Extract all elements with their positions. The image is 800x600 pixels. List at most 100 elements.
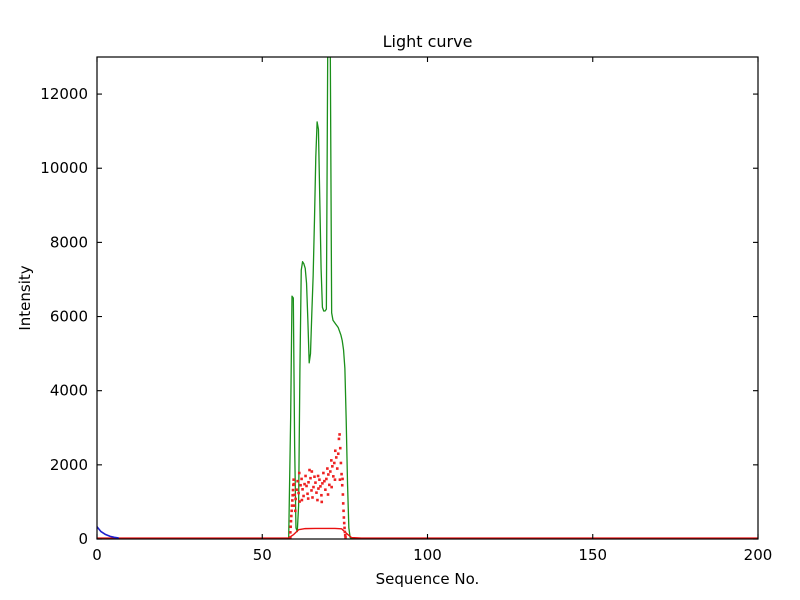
x-tick-label: 100 — [413, 546, 442, 564]
scatter-point — [344, 535, 347, 539]
scatter-point — [313, 475, 316, 479]
scatter-point — [300, 498, 304, 502]
scatter-point — [298, 500, 301, 503]
scatter-point — [307, 480, 310, 484]
scatter-point — [342, 509, 345, 513]
scatter-point — [315, 491, 318, 494]
scatter-point — [291, 488, 295, 492]
scatter-point — [342, 516, 346, 519]
y-axis-label: Intensity — [16, 265, 34, 330]
scatter-point — [290, 514, 293, 518]
scatter-point — [299, 483, 302, 487]
scatter-point — [339, 461, 343, 465]
scatter-red-dotted-scatter — [289, 433, 347, 539]
scatter-point — [341, 477, 344, 481]
scatter-point — [318, 478, 321, 481]
scatter-point — [326, 467, 329, 470]
scatter-point — [300, 477, 303, 481]
chart-title: Light curve — [383, 32, 473, 51]
scatter-point — [337, 437, 341, 441]
scatter-point — [289, 519, 293, 523]
scatter-point — [296, 479, 299, 483]
scatter-point — [304, 474, 307, 478]
scatter-point — [325, 477, 328, 481]
scatter-point — [343, 526, 346, 530]
scatter-point — [289, 536, 292, 539]
scatter-point — [289, 525, 292, 529]
scatter-point — [341, 493, 345, 496]
x-tick-label: 150 — [578, 546, 607, 564]
scatter-point — [330, 485, 333, 489]
scatter-point — [334, 456, 338, 459]
scatter-point — [322, 471, 325, 475]
scatter-point — [342, 521, 346, 525]
scatter-point — [331, 465, 334, 468]
y-tick-label: 8000 — [50, 233, 88, 251]
scatter-point — [338, 446, 342, 450]
scatter-point — [293, 504, 296, 507]
scatter-point — [310, 489, 313, 492]
scatter-point — [343, 530, 347, 534]
scatter-point — [333, 478, 337, 481]
scatter-point — [314, 481, 317, 484]
y-tick-label: 6000 — [50, 308, 88, 326]
scatter-point — [306, 492, 309, 496]
scatter-point — [341, 502, 345, 505]
x-tick-label: 50 — [253, 546, 272, 564]
scatter-point — [327, 473, 330, 476]
scatter-point — [332, 475, 335, 478]
plot-area-background — [97, 57, 758, 539]
scatter-point — [312, 485, 315, 489]
scatter-point — [292, 478, 295, 481]
scatter-point — [311, 496, 314, 499]
scatter-point — [320, 500, 324, 504]
x-tick-label: 200 — [744, 546, 773, 564]
scatter-point — [297, 471, 301, 475]
scatter-point — [292, 482, 296, 486]
scatter-point — [301, 488, 304, 491]
scatter-point — [329, 470, 332, 473]
scatter-point — [340, 483, 344, 487]
y-tick-label: 4000 — [50, 382, 88, 400]
scatter-point — [324, 488, 327, 491]
scatter-point — [320, 493, 323, 497]
scatter-point — [305, 484, 308, 488]
scatter-point — [291, 493, 294, 497]
y-tick-label: 2000 — [50, 456, 88, 474]
scatter-point — [338, 433, 341, 436]
series-green-light-curve — [97, 57, 758, 539]
scatter-point — [343, 533, 347, 537]
scatter-point — [317, 487, 320, 490]
scatter-point — [330, 459, 333, 462]
x-axis-label: Sequence No. — [376, 570, 480, 588]
scatter-point — [316, 498, 319, 502]
scatter-point — [326, 493, 330, 496]
scatter-points-layer — [289, 433, 347, 539]
scatter-point — [335, 467, 339, 470]
scatter-point — [303, 482, 306, 486]
y-tick-label: 12000 — [40, 85, 88, 103]
scatter-point — [294, 497, 297, 501]
scatter-point — [302, 494, 305, 498]
scatter-point — [310, 470, 314, 473]
scatter-point — [336, 452, 340, 456]
scatter-point — [294, 509, 297, 513]
scatter-point — [289, 531, 292, 534]
y-tick-label: 0 — [78, 530, 88, 548]
x-tick-label: 0 — [92, 546, 102, 564]
scatter-point — [291, 499, 294, 502]
scatter-point — [316, 474, 320, 478]
y-tick-label: 10000 — [40, 159, 88, 177]
scatter-point — [323, 479, 326, 483]
series-blue-start-segment — [97, 525, 119, 539]
x-axis-ticks: 0 50 100 150 200 — [92, 57, 772, 564]
scatter-point — [293, 493, 296, 497]
scatter-point — [333, 449, 337, 453]
scatter-point — [340, 472, 343, 476]
scatter-point — [295, 488, 298, 491]
scatter-point — [297, 491, 300, 495]
scatter-point — [306, 497, 310, 500]
scatter-point — [319, 485, 322, 488]
